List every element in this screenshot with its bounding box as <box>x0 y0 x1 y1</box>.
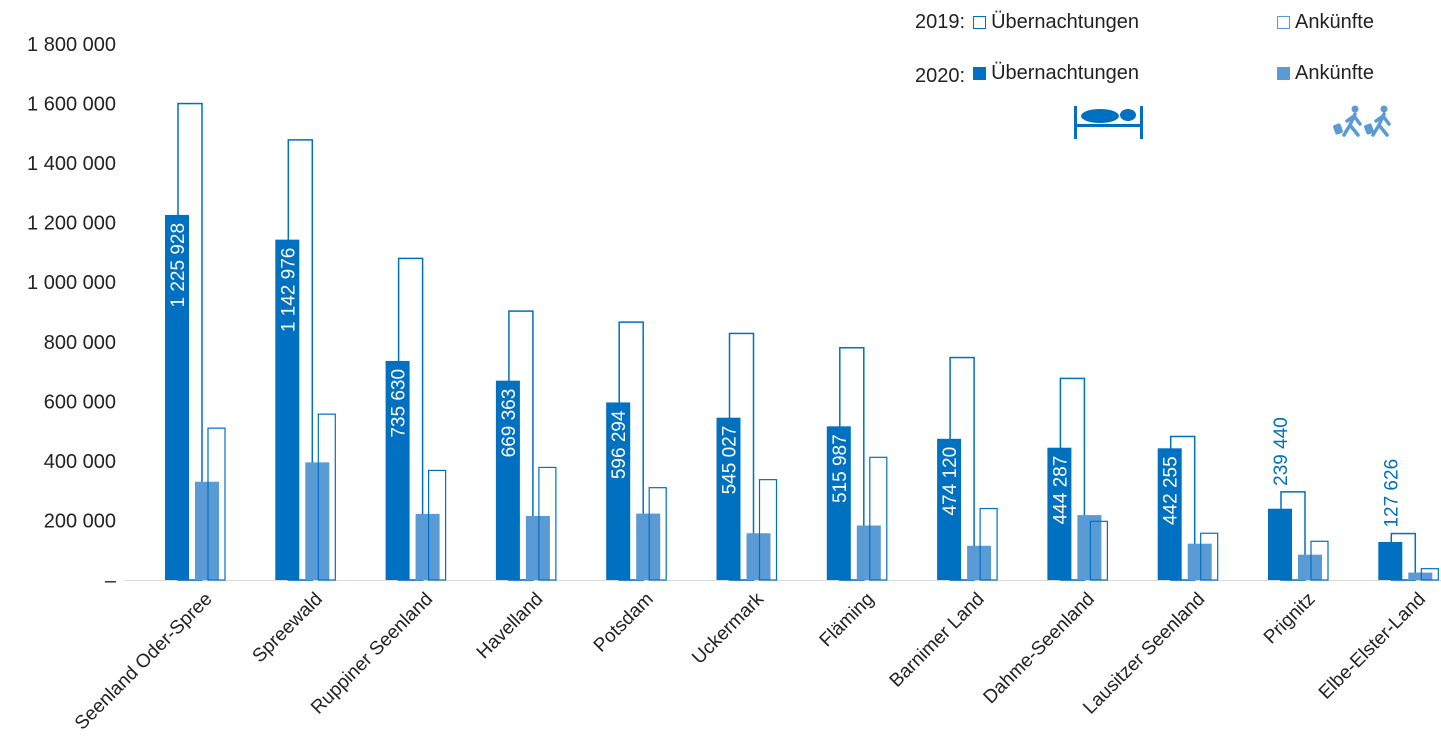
bar-2019-arrivals <box>428 469 447 581</box>
y-tick-label: 1 400 000 <box>27 153 116 175</box>
category-label: Fläming <box>816 589 879 652</box>
category-label: Ruppiner Seenland <box>307 589 437 719</box>
data-label: 444 287 <box>1050 456 1071 525</box>
bar-2019-arrivals <box>1420 568 1439 581</box>
legend-row-2019: 2019: Übernachtungen <box>915 9 1139 35</box>
legend-year-2019: 2019: <box>915 10 966 33</box>
bar-2020-overnight <box>716 417 741 580</box>
bar-2020-overnight <box>165 214 189 581</box>
data-label: 1 225 928 <box>168 223 189 308</box>
bar-2020-overnight <box>1047 447 1072 580</box>
category-label: Seenland Oder-Spree <box>71 589 217 735</box>
bar-2020-overnight <box>606 402 631 580</box>
bar-2020-arrivals <box>525 515 550 580</box>
bar-2020-arrivals <box>1408 572 1433 580</box>
data-label: 515 987 <box>830 434 851 503</box>
data-label: 1 142 976 <box>278 248 299 333</box>
bar-2020-arrivals <box>195 481 219 580</box>
bar-2019-overnight <box>287 139 314 581</box>
bar-2019-arrivals <box>1200 532 1219 581</box>
category-label: Dahme-Seenland <box>980 589 1099 708</box>
bar-2019-overnight <box>397 257 424 581</box>
category-label: Elbe-Elster-Land <box>1315 589 1430 704</box>
y-tick-label: 200 000 <box>44 510 116 532</box>
bed-icon <box>1074 106 1143 139</box>
bar-2020-overnight <box>1157 448 1182 580</box>
bar-2019-overnight <box>839 346 865 581</box>
bar-2020-overnight <box>937 438 962 580</box>
legend-2020-arrivals-label: Ankünfte <box>1295 61 1374 84</box>
category-label: Lausitzer Seenland <box>1079 589 1209 719</box>
bar-2019-arrivals <box>207 427 226 581</box>
bar-2019-overnight <box>1390 532 1417 581</box>
bar-2020-overnight <box>826 426 851 580</box>
legend-year-2020: 2020: <box>915 64 966 87</box>
y-tick-label: 1 800 000 <box>27 34 116 56</box>
legend-2020-overnight-label: Übernachtungen <box>991 61 1139 84</box>
y-tick-label: 1 600 000 <box>27 94 116 116</box>
legend-swatch-2020-arrivals <box>1277 66 1290 80</box>
bar-2019-arrivals <box>538 466 557 581</box>
bar-2019-arrivals <box>758 479 778 581</box>
bar-2020-arrivals <box>746 533 771 580</box>
legend-2019-arrivals-label: Ankünfte <box>1295 10 1374 33</box>
bar-2019-arrivals <box>1310 540 1329 581</box>
legend-row-2019-arrivals: Ankünfte <box>1277 9 1374 35</box>
bar-2019-overnight <box>508 310 534 581</box>
data-label: 669 363 <box>499 389 520 458</box>
bar-2019-overnight <box>177 102 203 581</box>
travelers-icon <box>1333 105 1391 137</box>
bar-2019-overnight <box>728 332 755 581</box>
legend-swatch-2020-overnight <box>973 66 987 80</box>
bar-2020-arrivals <box>305 462 330 580</box>
y-tick-label: 1 000 000 <box>27 272 116 294</box>
data-label: 239 440 <box>1271 417 1292 486</box>
bar-2019-overnight <box>949 356 975 581</box>
category-label: Barnimer Land <box>886 589 989 692</box>
y-tick-label: 600 000 <box>44 391 116 413</box>
y-tick-label: 400 000 <box>44 451 116 473</box>
bar-2020-arrivals <box>967 545 992 580</box>
data-label: 474 120 <box>940 447 961 516</box>
data-label: 545 027 <box>720 426 741 495</box>
legend-swatch-2019-overnight <box>973 15 987 29</box>
bar-2019-arrivals <box>1089 520 1109 581</box>
y-tick-label: – <box>105 570 117 592</box>
data-label: 735 630 <box>389 369 410 438</box>
legend-swatch-2019-arrivals <box>1277 15 1290 29</box>
category-label: Havelland <box>473 589 548 664</box>
bar-2020-arrivals <box>1298 554 1322 580</box>
bar-2019-overnight <box>618 321 644 581</box>
legend-2019-overnight-label: Übernachtungen <box>991 10 1139 33</box>
category-label: Uckermark <box>688 588 768 668</box>
bar-2019-overnight <box>1169 435 1196 581</box>
data-label: 127 626 <box>1381 459 1402 528</box>
bar-2019-overnight <box>1059 377 1086 581</box>
bar-2020-arrivals <box>1077 515 1102 580</box>
bar-2020-overnight <box>1378 541 1403 580</box>
category-label: Spreewald <box>249 589 327 667</box>
data-label: 442 255 <box>1161 456 1182 525</box>
bar-2020-overnight <box>275 239 300 580</box>
bar-2019-arrivals <box>317 413 336 581</box>
bar-2020-overnight <box>385 360 410 580</box>
category-label: Potsdam <box>590 589 658 657</box>
bar-2019-arrivals <box>979 507 998 581</box>
bar-2019-arrivals <box>648 487 667 581</box>
bar-2020-overnight <box>1268 508 1292 580</box>
y-tick-label: 1 200 000 <box>27 213 116 235</box>
bar-2020-arrivals <box>1187 543 1212 580</box>
bar-2020-arrivals <box>415 513 440 580</box>
legend-row-2020: 2020: Übernachtungen <box>915 60 1139 87</box>
bar-2019-overnight <box>1280 491 1306 581</box>
category-label: Prignitz <box>1260 589 1320 649</box>
bar-2020-arrivals <box>856 525 881 580</box>
legend-row-2020-arrivals: Ankünfte <box>1277 60 1374 86</box>
bar-2019-arrivals <box>869 456 888 581</box>
data-label: 596 294 <box>609 410 630 479</box>
y-tick-label: 800 000 <box>44 332 116 354</box>
bar-2020-overnight <box>495 380 520 580</box>
bar-2020-arrivals <box>636 513 661 580</box>
